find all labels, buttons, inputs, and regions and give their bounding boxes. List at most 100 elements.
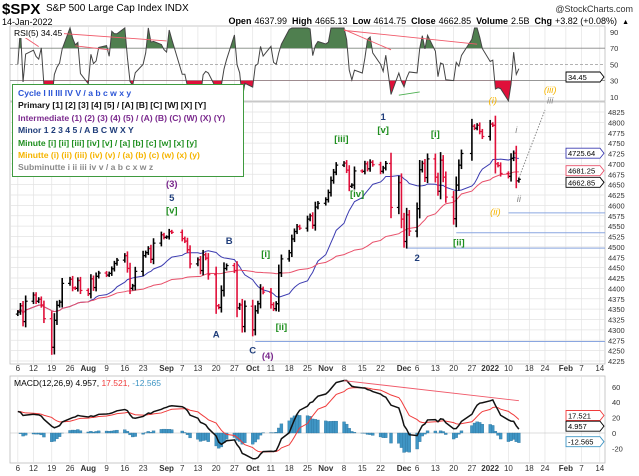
ohlc-label: High <box>292 16 312 26</box>
wave-label: ii <box>517 194 522 205</box>
value-tag-box <box>565 436 605 448</box>
date-tick-label: Dec <box>397 464 412 473</box>
value-tag-text: 17.521 <box>568 412 591 421</box>
wave-label: [i] <box>261 249 270 260</box>
macd-histogram-bar <box>133 432 137 437</box>
price-bar <box>407 210 412 236</box>
macd-histogram-bar <box>517 432 521 443</box>
price-tick-label: 4650 <box>608 181 625 190</box>
legend-item: Cycle I II III IV V / a b c w x y <box>18 88 132 98</box>
rsi-label-bg <box>12 28 64 38</box>
date-tick-label: 6 <box>16 464 21 473</box>
date-tick-label: 15 <box>358 464 367 473</box>
price-bar <box>352 166 357 190</box>
macd-histogram-bar <box>151 430 156 434</box>
value-tag-box <box>565 165 605 177</box>
date-tick-label: 15 <box>358 364 367 373</box>
wave-label: iii <box>547 96 554 107</box>
wave-label: C <box>249 346 256 357</box>
price-tick-label: 4525 <box>608 233 625 242</box>
value-tag-box <box>565 71 605 83</box>
macd-histogram-bar <box>480 424 484 434</box>
price-tick-label: 4425 <box>608 274 625 283</box>
date-tick-label: 18 <box>525 364 534 373</box>
price-bar <box>389 152 394 219</box>
macd-histogram-bar <box>42 432 46 438</box>
macd-histogram-bar <box>180 430 184 434</box>
macd-histogram-bar <box>347 428 351 434</box>
date-tick-label: 20 <box>212 364 221 373</box>
date-tick-label: 14 <box>595 364 604 373</box>
rsi-tick-label: 10 <box>610 93 618 102</box>
wave-label: [i] <box>431 129 440 140</box>
macd-tick-label: 40 <box>612 398 620 407</box>
macd-histogram-bar <box>258 432 263 436</box>
rsi-tick-label: 30 <box>610 77 618 86</box>
date-tick-label: 12 <box>29 364 38 373</box>
macd-label-part: -12.565 <box>132 378 161 388</box>
date-tick-label: 27 <box>467 364 476 373</box>
chart-date: 14-Jan-2022 <box>2 17 53 27</box>
price-bar <box>459 149 464 170</box>
date-tick-label: 6 <box>415 364 420 373</box>
wave-label: B <box>226 236 233 247</box>
date-tick-label: Feb <box>559 364 573 373</box>
value-tag-box <box>565 410 605 421</box>
price-bar <box>297 224 302 231</box>
legend-item: Subminutte i ii iii iv v / a b c x w z <box>18 162 154 173</box>
rsi-tick-label: 70 <box>610 44 618 53</box>
date-tick-label: 12 <box>29 464 38 473</box>
ma50-readout: 4681.25 <box>565 165 605 177</box>
macd-histogram-bar <box>425 430 430 434</box>
macd-histogram-bar <box>183 432 187 434</box>
macd-histogram-bar <box>493 431 498 434</box>
date-tick-label: Nov <box>318 364 334 373</box>
change-up-icon: ▲ <box>622 19 629 26</box>
legend-item: Primary [1] [2] [3] [4] [5] / [A] [B] [C… <box>18 100 207 111</box>
macd-histogram-bar <box>457 432 461 435</box>
date-tick-label: Aug <box>81 364 97 373</box>
price-tick-label: 4700 <box>608 160 625 169</box>
projection-line <box>518 109 546 179</box>
date-tick-label: 20 <box>449 364 458 373</box>
wave-label: (iii) <box>544 85 557 96</box>
price-bar <box>516 177 521 183</box>
macd-signal-readout: 17.521 <box>565 410 605 421</box>
price-bar <box>60 277 65 308</box>
security-name: S&P 500 Large Cap Index INDX <box>46 3 189 14</box>
date-tick-label: 11 <box>267 464 276 473</box>
price-tick-label: 4575 <box>608 212 625 221</box>
macd-histogram-bar <box>498 432 503 440</box>
macd-tick-label: 60 <box>612 383 620 392</box>
macd-label-part: 4.957 <box>75 378 97 388</box>
macd-histogram-bar <box>206 432 210 442</box>
ohlc-value: 4662.85 <box>438 16 472 26</box>
price-bar <box>279 254 284 277</box>
macd-histogram-bar <box>352 432 357 434</box>
price-bar <box>383 161 388 171</box>
legend-item: Minor 1 2 3 4 5 / A B C W X Y <box>18 125 134 136</box>
wave-label: (4) <box>262 351 274 362</box>
macd-histogram-bar <box>444 432 448 435</box>
ohlc-label: Close <box>411 16 436 26</box>
date-tick-label: 14 <box>595 464 604 473</box>
price-tick-label: 4800 <box>608 118 625 127</box>
price-tick-label: 4400 <box>608 284 625 293</box>
date-tick-label: 18 <box>285 464 294 473</box>
price-tick-label: 4225 <box>608 357 625 366</box>
price-bar <box>169 229 174 235</box>
value-tag-text: 4.957 <box>568 422 587 431</box>
macd-histogram-bar <box>441 431 445 434</box>
date-tick-label: 20 <box>449 464 458 473</box>
macd-histogram-bar <box>115 429 119 434</box>
date-tick-label: 27 <box>230 364 239 373</box>
date-tick-label: 7 <box>180 464 185 473</box>
macd-label: MACD(12,26,9) 4.957, 17.521, -12.565 <box>14 378 161 388</box>
macd-histogram-bar <box>125 431 130 434</box>
date-tick-label: 6 <box>16 364 21 373</box>
rsi-readout: 34.45 <box>565 71 605 83</box>
macd-histogram-bar <box>423 432 427 435</box>
price-bar <box>206 253 211 280</box>
date-tick-label: 27 <box>467 464 476 473</box>
price-bar <box>96 270 101 279</box>
